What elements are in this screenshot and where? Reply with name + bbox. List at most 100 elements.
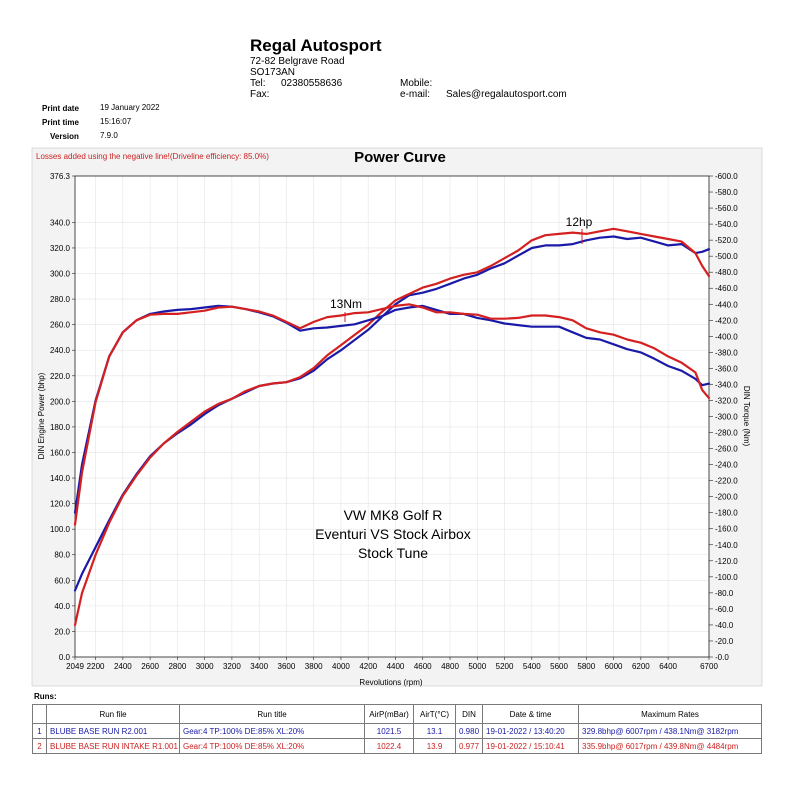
y2-tick-label: -20.0 bbox=[715, 637, 734, 646]
x-tick-label: 6400 bbox=[659, 662, 677, 671]
y2-tick-label: -600.0 bbox=[715, 172, 738, 181]
y2-tick-label: -300.0 bbox=[715, 413, 738, 422]
x-tick-label: 5000 bbox=[468, 662, 486, 671]
y-tick-label: 180.0 bbox=[50, 423, 71, 432]
table-row[interactable]: 2 BLUBE BASE RUN INTAKE R1.001 Gear:4 TP… bbox=[32, 738, 762, 754]
y-tick-label: 260.0 bbox=[50, 321, 71, 330]
y-tick-label: 120.0 bbox=[50, 500, 71, 509]
y2-tick-label: -120.0 bbox=[715, 557, 738, 566]
y-axis-label: DIN Engine Power (bhp) bbox=[37, 372, 46, 459]
x-tick-label: 2049 bbox=[66, 662, 84, 671]
y2-tick-label: -400.0 bbox=[715, 332, 738, 341]
x-tick-label: 4400 bbox=[387, 662, 405, 671]
runs-header-datetime: Date & time bbox=[482, 704, 579, 724]
fax-label: Fax: bbox=[250, 89, 270, 100]
runs-label: Runs: bbox=[34, 692, 57, 701]
y2-tick-label: -200.0 bbox=[715, 493, 738, 502]
email-label: e-mail: bbox=[400, 89, 431, 100]
table-row[interactable]: 1 BLUBE BASE RUN R2.001 Gear:4 TP:100% D… bbox=[32, 723, 762, 739]
y2-tick-label: -100.0 bbox=[715, 573, 738, 582]
y-tick-label: 240.0 bbox=[50, 346, 71, 355]
power-curve-chart: 2049 2200 2400 2600 2800 3000 3200 3400 3600 3800… bbox=[31, 147, 763, 687]
y-tick-label: 320.0 bbox=[50, 244, 71, 253]
run-din: 0.980 bbox=[455, 723, 483, 739]
run-num: 2 bbox=[32, 738, 47, 754]
y2-tick-label: -340.0 bbox=[715, 380, 738, 389]
annotation-tune: Stock Tune bbox=[358, 545, 428, 561]
y-tick-label: 40.0 bbox=[54, 602, 70, 611]
series-line-2 bbox=[73, 227, 711, 627]
y2-tick-label: -540.0 bbox=[715, 220, 738, 229]
run-num: 1 bbox=[32, 723, 47, 739]
x-tick-label: 2800 bbox=[168, 662, 186, 671]
y2-tick-label: -80.0 bbox=[715, 589, 734, 598]
y2-tick-label: -160.0 bbox=[715, 525, 738, 534]
run-airt: 13.9 bbox=[413, 738, 456, 754]
x-tick-label: 5400 bbox=[523, 662, 541, 671]
run-airt: 13.1 bbox=[413, 723, 456, 739]
company-name: Regal Autosport bbox=[250, 36, 382, 55]
address-line-1: 72-82 Belgrave Road bbox=[250, 56, 345, 67]
y2-tick-label: -0.0 bbox=[715, 653, 729, 662]
runs-header-airt: AirT(°C) bbox=[413, 704, 456, 724]
run-max: 329.8bhp@ 6007rpm / 438.1Nm@ 3182rpm bbox=[578, 723, 762, 739]
y2-tick-label: -440.0 bbox=[715, 300, 738, 309]
y2-tick-label: -420.0 bbox=[715, 316, 738, 325]
y-tick-label: 80.0 bbox=[54, 551, 70, 560]
x-tick-label: 2400 bbox=[114, 662, 132, 671]
run-title: Gear:4 TP:100% DE:85% XL:20% bbox=[179, 723, 365, 739]
y2-tick-label: -520.0 bbox=[715, 236, 738, 245]
run-airp: 1022.4 bbox=[364, 738, 414, 754]
annotation-comparison: Eventuri VS Stock Airbox bbox=[315, 526, 471, 542]
run-file: BLUBE BASE RUN INTAKE R1.001 bbox=[46, 738, 180, 754]
x-tick-label: 4800 bbox=[441, 662, 459, 671]
x-tick-label: 5800 bbox=[577, 662, 595, 671]
y2-tick-label: -140.0 bbox=[715, 541, 738, 550]
y2-tick-label: -260.0 bbox=[715, 445, 738, 454]
run-datetime: 19-01-2022 / 15:10:41 bbox=[482, 738, 579, 754]
run-file: BLUBE BASE RUN R2.001 bbox=[46, 723, 180, 739]
runs-table: Run file Run title AirP(mBar) AirT(°C) D… bbox=[32, 704, 762, 754]
x-tick-label: 5200 bbox=[496, 662, 514, 671]
y2-tick-label: -360.0 bbox=[715, 364, 738, 373]
email-value: Sales@regalautosport.com bbox=[446, 89, 567, 100]
y-tick-label: 140.0 bbox=[50, 474, 71, 483]
y2-tick-label: -320.0 bbox=[715, 396, 738, 405]
y2-tick-label: -180.0 bbox=[715, 509, 738, 518]
runs-header-din: DIN bbox=[455, 704, 483, 724]
y2-tick-label: -60.0 bbox=[715, 605, 734, 614]
y-tick-label: 300.0 bbox=[50, 270, 71, 279]
losses-note: Losses added using the negative line!(Dr… bbox=[36, 152, 269, 161]
run-airp: 1021.5 bbox=[364, 723, 414, 739]
y2-tick-label: -480.0 bbox=[715, 268, 738, 277]
annotation-13nm: 13Nm bbox=[330, 297, 362, 311]
mobile-label: Mobile: bbox=[400, 78, 433, 89]
run-din: 0.977 bbox=[455, 738, 483, 754]
x-tick-label: 6700 bbox=[700, 662, 718, 671]
print-date-label: Print date bbox=[42, 104, 79, 113]
runs-header-max: Maximum Rates bbox=[578, 704, 762, 724]
y2-tick-label: -220.0 bbox=[715, 477, 738, 486]
print-time-label: Print time bbox=[42, 118, 79, 127]
x-tick-label: 3400 bbox=[250, 662, 268, 671]
y-tick-label: 376.3 bbox=[50, 172, 71, 181]
y2-tick-label: -460.0 bbox=[715, 284, 738, 293]
y2-tick-label: -280.0 bbox=[715, 429, 738, 438]
print-date-value: 19 January 2022 bbox=[100, 103, 160, 112]
y-tick-label: 340.0 bbox=[50, 218, 71, 227]
chart-title: Power Curve bbox=[354, 149, 446, 166]
y2-tick-label: -380.0 bbox=[715, 348, 738, 357]
x-tick-label: 3800 bbox=[305, 662, 323, 671]
y2-tick-label: -580.0 bbox=[715, 188, 738, 197]
x-tick-label: 3000 bbox=[196, 662, 214, 671]
x-tick-label: 3200 bbox=[223, 662, 241, 671]
y-tick-label: 0.0 bbox=[59, 653, 71, 662]
run-datetime: 19-01-2022 / 13:40:20 bbox=[482, 723, 579, 739]
y-tick-label: 280.0 bbox=[50, 295, 71, 304]
y2-tick-label: -40.0 bbox=[715, 621, 734, 630]
runs-header-row: Run file Run title AirP(mBar) AirT(°C) D… bbox=[32, 704, 762, 724]
version-label: Version bbox=[50, 132, 79, 141]
runs-header-airp: AirP(mBar) bbox=[364, 704, 414, 724]
x-axis-label: Revolutions (rpm) bbox=[359, 678, 422, 687]
y2-tick-label: -240.0 bbox=[715, 461, 738, 470]
